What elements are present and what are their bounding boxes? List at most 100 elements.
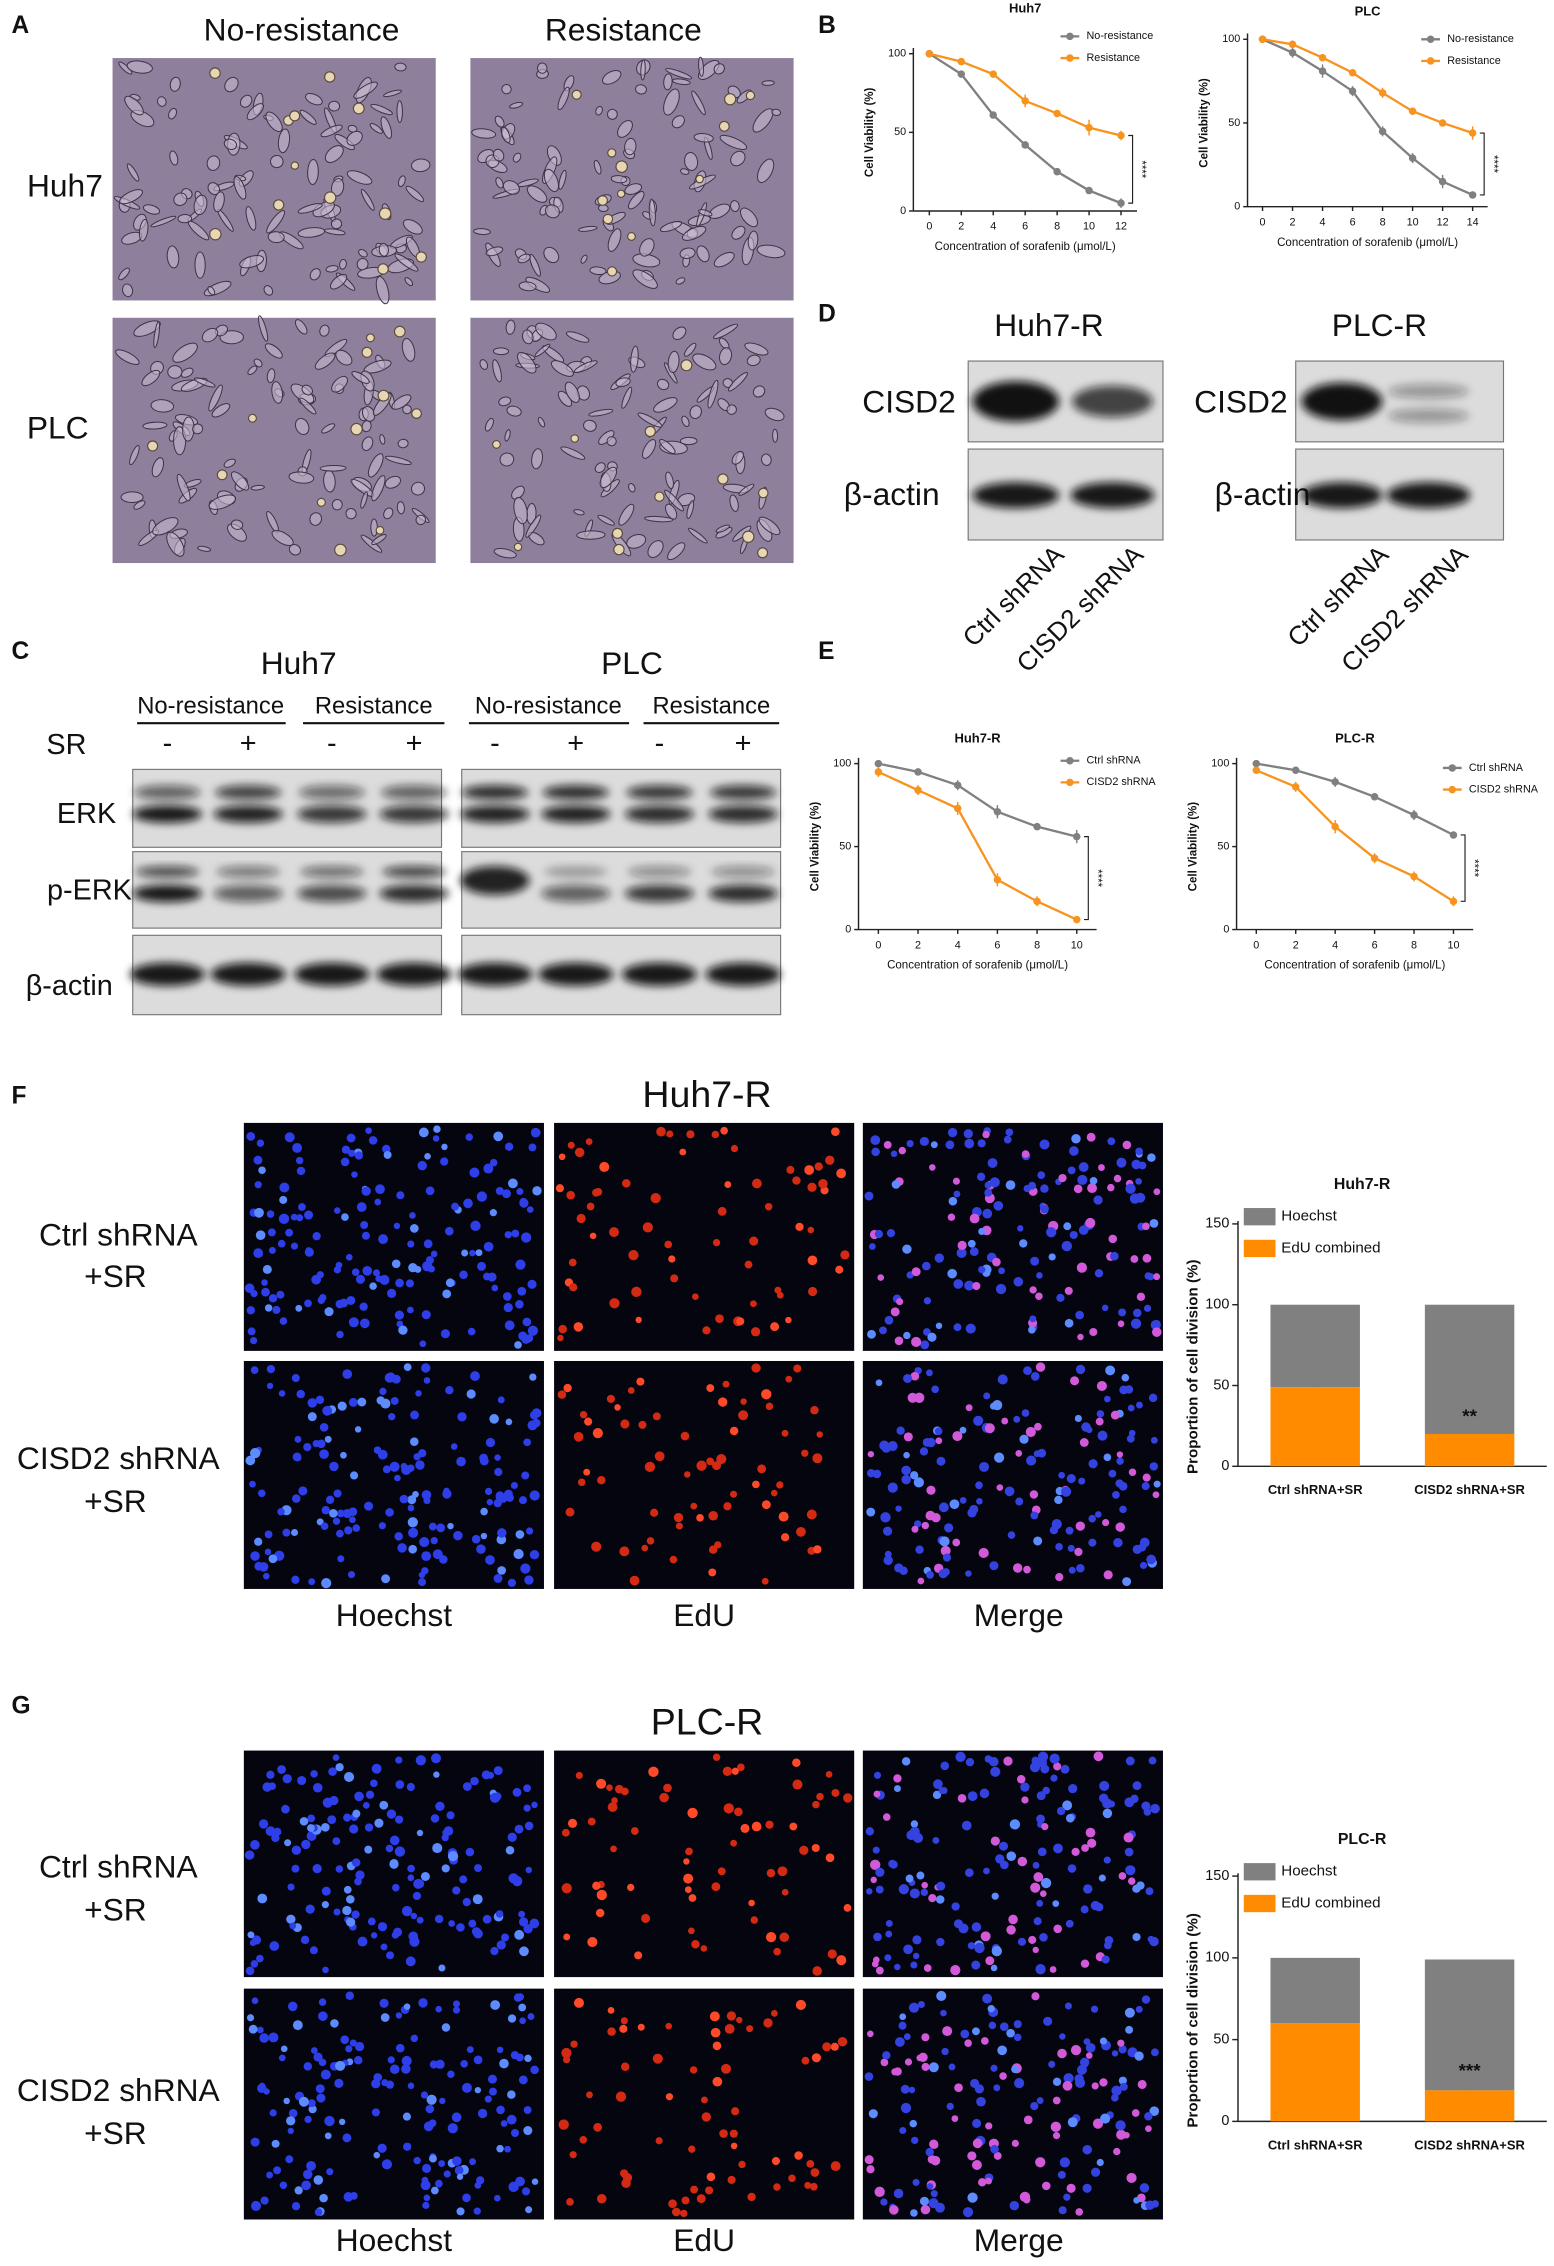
nucleus: [807, 1255, 818, 1266]
cell: [301, 384, 314, 396]
nucleus: [268, 1294, 278, 1303]
nucleus: [936, 1937, 945, 1947]
cell: [142, 204, 161, 215]
cell: [294, 319, 308, 335]
cell: [686, 500, 695, 519]
legend-label: CISD2 shRNA: [1087, 776, 1157, 788]
band: [298, 785, 366, 800]
nucleus: [359, 1302, 368, 1311]
nucleus: [434, 1914, 444, 1924]
nucleus: [403, 2003, 411, 2010]
nucleus: [1118, 1872, 1127, 1880]
nucleus: [982, 1130, 990, 1139]
cell: [594, 462, 606, 473]
nucleus: [893, 1774, 902, 1783]
nucleus: [272, 1305, 281, 1314]
nucleus: [893, 2188, 904, 2199]
nucleus: [953, 1323, 962, 1332]
nucleus: [268, 2032, 279, 2043]
nucleus: [991, 1892, 999, 1900]
nucleus: [342, 1905, 352, 1916]
nucleus: [483, 1241, 494, 1252]
cell: [266, 210, 286, 234]
marker: [914, 786, 922, 794]
nucleus: [307, 2099, 316, 2108]
round-cell: [644, 425, 656, 438]
cell: [402, 404, 412, 415]
nucleus: [910, 1471, 919, 1480]
marker: [1378, 127, 1387, 136]
nucleus: [525, 1866, 533, 1874]
nucleus: [727, 2175, 736, 2184]
cell: [230, 519, 244, 530]
cell: [319, 324, 330, 337]
nucleus: [1021, 1150, 1030, 1158]
nucleus: [712, 2041, 722, 2051]
cell: [648, 198, 656, 227]
nucleus: [1125, 1865, 1136, 1876]
cell: [492, 148, 505, 162]
cell: [126, 163, 140, 182]
nucleus: [773, 2183, 781, 2191]
band: [543, 866, 608, 878]
nucleus: [999, 2022, 1009, 2031]
nucleus: [965, 1323, 976, 1334]
nucleus: [910, 1961, 918, 1969]
cell: [529, 253, 541, 277]
nucleus: [1153, 1273, 1161, 1281]
nucleus: [439, 1555, 448, 1564]
nucleus: [708, 1568, 717, 1577]
cell: [758, 516, 781, 536]
round-cell: [393, 325, 406, 338]
nucleus: [468, 1919, 477, 1928]
cell: [335, 349, 353, 366]
nucleus: [1039, 1932, 1048, 1942]
nucleus: [524, 1821, 534, 1831]
legend-label: EdU combined: [1281, 1895, 1380, 1912]
nucleus: [515, 1530, 525, 1539]
cell: [698, 209, 713, 217]
nucleus: [354, 1426, 362, 1433]
cell: [367, 453, 384, 478]
nucleus: [1032, 1946, 1039, 1954]
nucleus: [1147, 1153, 1156, 1162]
treatment-label: SR: [46, 729, 86, 761]
nucleus: [1065, 1813, 1075, 1823]
nucleus: [993, 1200, 1004, 1211]
nucleus: [700, 2096, 708, 2104]
nucleus: [435, 2179, 443, 2188]
nucleus: [706, 1457, 715, 1466]
nucleus: [920, 1340, 930, 1350]
nucleus: [1029, 1761, 1041, 1773]
nucleus: [453, 1530, 463, 1541]
y-axis-label: Proportion of cell division (%): [1184, 1259, 1201, 1474]
nucleus: [496, 1940, 506, 1950]
marker: [953, 804, 962, 813]
nucleus: [524, 1575, 534, 1585]
nucleus: [377, 2143, 387, 2153]
nucleus: [1077, 1333, 1084, 1341]
nucleus: [332, 1754, 340, 1761]
nucleus: [290, 1528, 299, 1537]
cell: [665, 471, 675, 490]
nucleus: [428, 1522, 437, 1531]
marker: [993, 807, 1002, 816]
cell: [180, 367, 194, 378]
nucleus: [504, 2145, 511, 2153]
nucleus: [627, 1387, 635, 1394]
nucleus: [1132, 1884, 1141, 1893]
nucleus: [692, 1293, 699, 1300]
cell: [213, 191, 225, 213]
cell: [534, 343, 551, 358]
panel-label: G: [12, 1693, 31, 1720]
nucleus: [953, 1190, 961, 1198]
nucleus: [412, 1491, 419, 1498]
cell: [634, 84, 647, 95]
nucleus: [1058, 2206, 1067, 2215]
nucleus: [978, 1227, 986, 1236]
nucleus: [984, 1181, 992, 1189]
nucleus: [925, 2147, 934, 2157]
nucleus: [770, 1489, 778, 1497]
nucleus: [1063, 1222, 1072, 1231]
round-cell: [717, 473, 729, 485]
